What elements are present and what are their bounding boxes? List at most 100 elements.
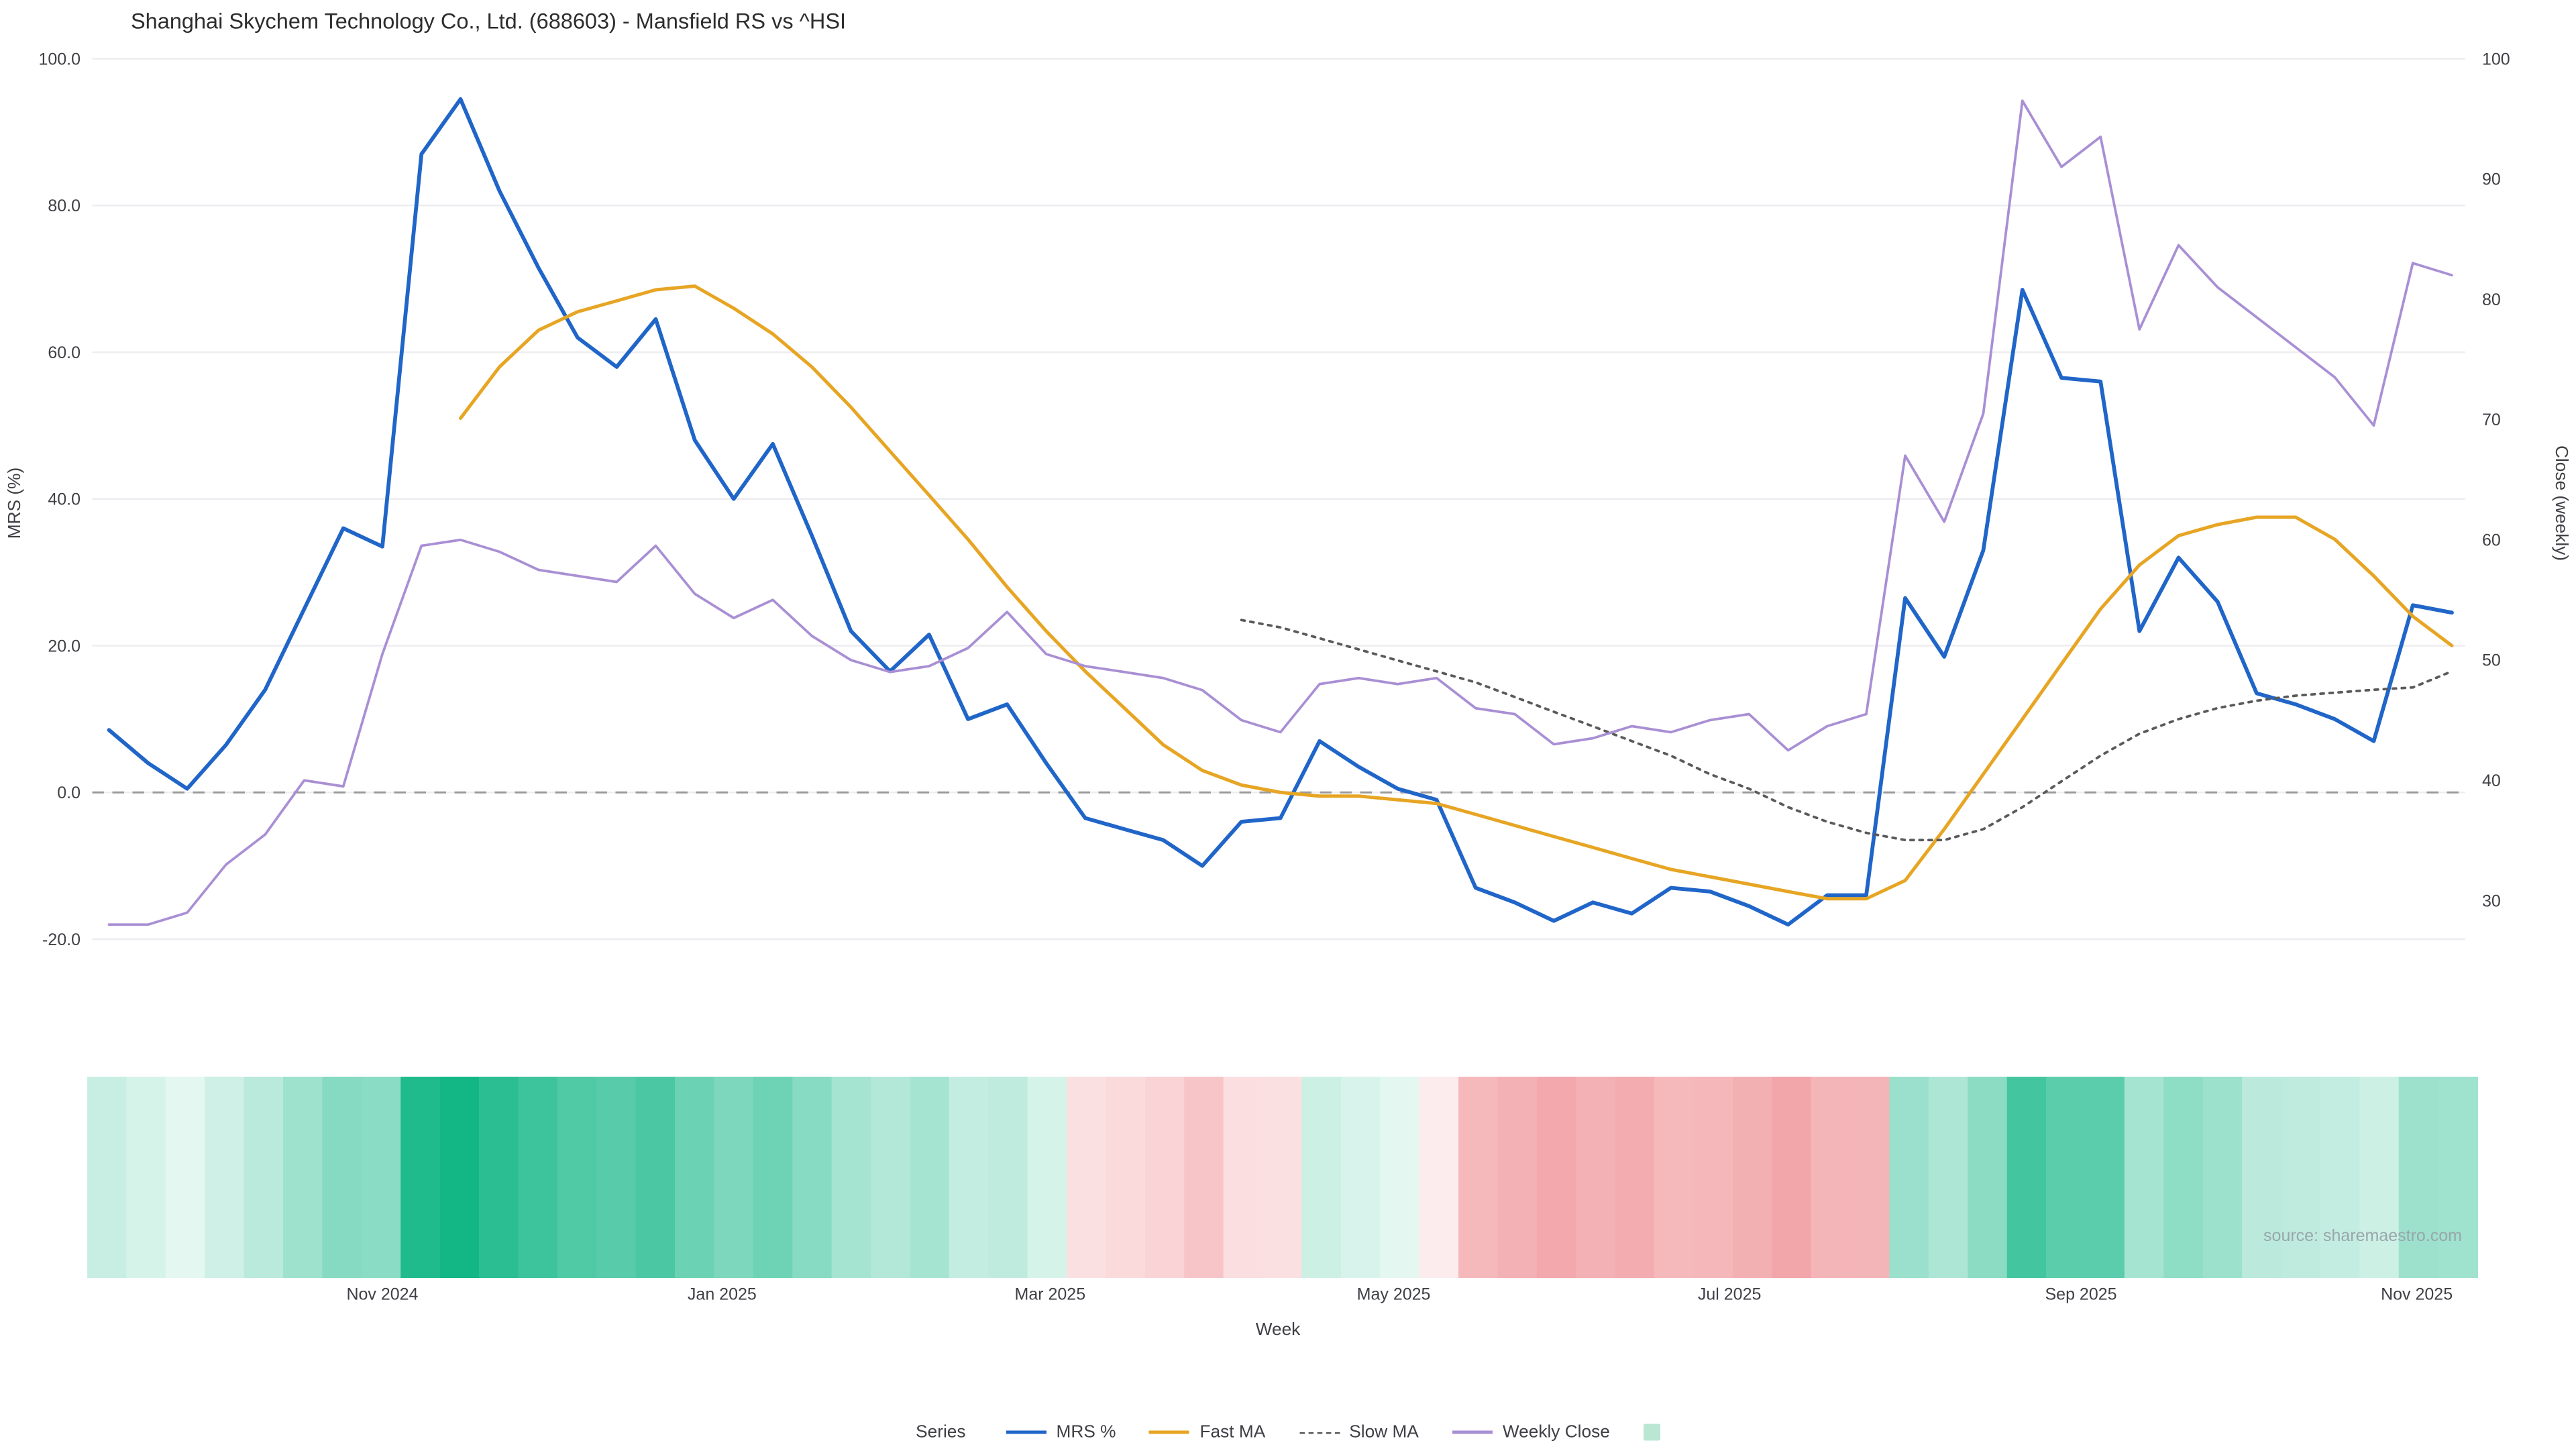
legend: Series MRS % Fast MA Slow MA Weekly Close <box>0 1422 2576 1442</box>
y-axis-left-tick-label: 100.0 <box>38 50 80 68</box>
heatmap-cell <box>283 1077 323 1278</box>
legend-item-label: Fast MA <box>1199 1422 1266 1442</box>
heatmap-cell <box>2163 1077 2204 1278</box>
legend-item-label: Weekly Close <box>1502 1422 1610 1442</box>
heatmap-cell <box>400 1077 441 1278</box>
legend-line-sample <box>1006 1430 1046 1434</box>
heatmap-cell <box>1380 1077 1421 1278</box>
heatmap-cell <box>714 1077 755 1278</box>
legend-line-sample <box>1299 1431 1340 1434</box>
heatmap-cell <box>2202 1077 2243 1278</box>
legend-heatmap-swatch <box>1643 1424 1660 1441</box>
y-axis-left-tick-label: 80.0 <box>48 197 80 215</box>
heatmap-cell <box>2006 1077 2047 1278</box>
legend-line-sample <box>1149 1430 1190 1434</box>
y-axis-left-tick-label: 20.0 <box>48 637 80 655</box>
heatmap-cell <box>2320 1077 2361 1278</box>
legend-items: MRS % Fast MA Slow MA Weekly Close <box>1006 1422 1660 1442</box>
heatmap-cell <box>2438 1077 2478 1278</box>
heatmap-cell <box>2046 1077 2086 1278</box>
heatmap-cell <box>2281 1077 2322 1278</box>
heatmap-cell <box>1497 1077 1538 1278</box>
y-axis-left-tick-label: 60.0 <box>48 343 80 362</box>
legend-item-label: Slow MA <box>1349 1422 1419 1442</box>
heatmap-strip <box>87 1077 2478 1278</box>
heatmap-cell <box>87 1077 127 1278</box>
legend-item-slow-ma[interactable]: Slow MA <box>1299 1422 1419 1442</box>
x-axis-tick-label: Nov 2024 <box>346 1285 418 1304</box>
heatmap-cell <box>2398 1077 2439 1278</box>
heatmap-cell <box>1772 1077 1813 1278</box>
x-axis-tick-label: Jul 2025 <box>1698 1285 1762 1304</box>
heatmap-cell <box>1301 1077 1342 1278</box>
heatmap-cell <box>1693 1077 1734 1278</box>
heatmap-cell <box>1106 1077 1146 1278</box>
heatmap-cell <box>1263 1077 1303 1278</box>
heatmap-cell <box>1067 1077 1107 1278</box>
heatmap-cell <box>1027 1077 1068 1278</box>
heatmap-cell <box>596 1077 637 1278</box>
heatmap-cell <box>792 1077 833 1278</box>
heatmap-cell <box>1811 1077 1851 1278</box>
left-axis-title: MRS (%) <box>4 468 24 539</box>
heatmap-cell <box>2359 1077 2400 1278</box>
legend-item-heatmap[interactable] <box>1643 1424 1660 1441</box>
source-note: source: sharemaestro.com <box>2263 1226 2462 1245</box>
y-axis-right-tick-label: 70 <box>2482 411 2501 429</box>
chart-title: Shanghai Skychem Technology Co., Ltd. (6… <box>131 9 846 34</box>
heatmap-cell <box>479 1077 519 1278</box>
y-axis-right-tick-label: 50 <box>2482 651 2501 670</box>
series-line-slow-ma <box>1240 619 2453 842</box>
series-lines <box>92 97 2465 927</box>
y-axis-right-tick-label: 80 <box>2482 290 2501 309</box>
y-axis-left-tick-label: 0.0 <box>57 784 80 802</box>
heatmap-cell <box>1732 1077 1773 1278</box>
heatmap-cell <box>1536 1077 1577 1278</box>
heatmap-cell <box>518 1077 559 1278</box>
y-axis-right-tick-label: 40 <box>2482 771 2501 790</box>
heatmap-cell <box>205 1077 246 1278</box>
heatmap-cell <box>1968 1077 2008 1278</box>
heatmap-cell <box>635 1077 676 1278</box>
x-axis-tick-label: May 2025 <box>1357 1285 1431 1304</box>
y-axis-right-tick-label: 100 <box>2482 50 2510 68</box>
heatmap-cell <box>2242 1077 2282 1278</box>
heatmap-cell <box>439 1077 480 1278</box>
heatmap-cell <box>557 1077 598 1278</box>
heatmap-cell <box>949 1077 989 1278</box>
x-axis-tick-label: Mar 2025 <box>1015 1285 1086 1304</box>
legend-item-fast-ma[interactable]: Fast MA <box>1149 1422 1266 1442</box>
legend-item-mrs-[interactable]: MRS % <box>1006 1422 1116 1442</box>
legend-item-weekly-close[interactable]: Weekly Close <box>1452 1422 1610 1442</box>
heatmap-cell <box>361 1077 402 1278</box>
heatmap-cell <box>1928 1077 1969 1278</box>
x-axis-tick-label: Nov 2025 <box>2381 1285 2453 1304</box>
heatmap-cell <box>1419 1077 1460 1278</box>
x-axis-ticks: Nov 2024 Jan 2025 Mar 2025 May 2025 Jul 2025… <box>346 1285 2453 1304</box>
y-axis-right-tick-label: 30 <box>2482 892 2501 910</box>
heatmap-cell <box>165 1077 206 1278</box>
heatmap-cell <box>2085 1077 2126 1278</box>
heatmap-cell <box>1184 1077 1225 1278</box>
series-line-fast-ma <box>459 284 2454 901</box>
series-line-mrs- <box>107 97 2454 927</box>
heatmap-cell <box>831 1077 872 1278</box>
gridlines <box>92 58 2465 941</box>
heatmap-cell <box>1340 1077 1381 1278</box>
heatmap-cell <box>753 1077 794 1278</box>
y-axis-right-tick-label: 90 <box>2482 170 2501 189</box>
y-axis-right-ticks: 100 90 80 70 60 50 40 30 <box>2482 50 2510 910</box>
x-axis-title: Week <box>1256 1319 1301 1339</box>
y-axis-left-tick-label: 40.0 <box>48 490 80 509</box>
heatmap-cell <box>871 1077 911 1278</box>
heatmap-cell <box>2124 1077 2165 1278</box>
heatmap-cell <box>1576 1077 1617 1278</box>
heatmap-cell <box>1223 1077 1264 1278</box>
heatmap-cell <box>910 1077 951 1278</box>
heatmap-cell <box>1615 1077 1656 1278</box>
x-axis-tick-label: Jan 2025 <box>688 1285 757 1304</box>
heatmap-cell <box>1889 1077 1930 1278</box>
heatmap-cell <box>1850 1077 1890 1278</box>
